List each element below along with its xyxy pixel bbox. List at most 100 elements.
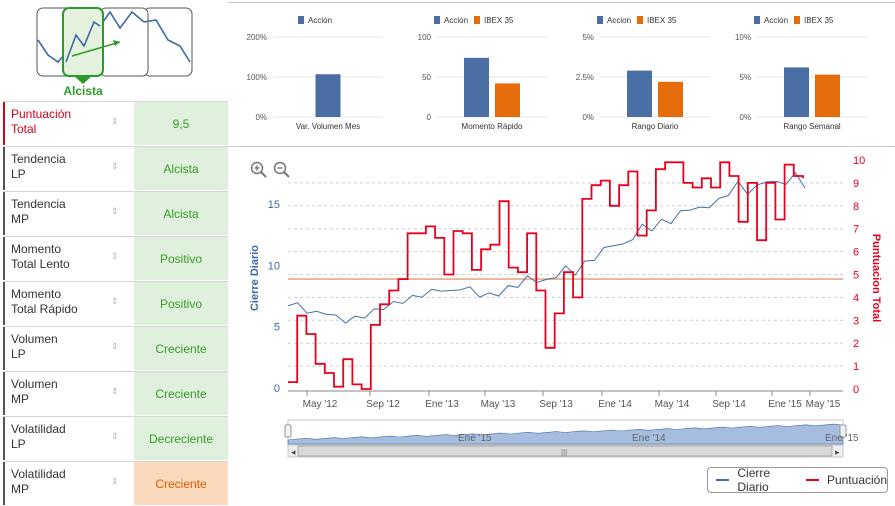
indicator-label-line1: Tendencia xyxy=(11,152,66,166)
cierre-diario-line[interactable] xyxy=(287,171,806,324)
legend-swatch xyxy=(434,16,440,24)
indicator-label-line1: Volumen xyxy=(11,332,58,346)
legend-label[interactable]: Accion xyxy=(308,16,332,25)
mini-ytick: 2.5% xyxy=(576,73,594,82)
mini-ytick: 50 xyxy=(422,73,431,82)
indicator-label-line1: Momento xyxy=(11,287,62,301)
indicator-label: Puntuación Total xyxy=(3,102,133,145)
bar[interactable] xyxy=(627,70,652,117)
zoom-out-icon[interactable] xyxy=(273,161,291,179)
left-axis-tick: 10 xyxy=(268,260,280,272)
legend-swatch xyxy=(474,16,480,24)
mini-chart-2: 100 50 0 Accion IBEX 35 Momento Rápido xyxy=(418,16,547,131)
indicator-label-line1: Volumen xyxy=(11,377,58,391)
mini-ytick: 0% xyxy=(582,113,594,122)
puntuacion-line[interactable] xyxy=(288,161,804,390)
bar[interactable] xyxy=(815,74,840,117)
x-axis-label: Ene '14 xyxy=(598,399,632,410)
right-axis-tick: 5 xyxy=(853,270,859,282)
bar[interactable] xyxy=(495,83,520,117)
x-axis-label: Ene '13 xyxy=(425,399,459,410)
legend-label[interactable]: IBEX 35 xyxy=(484,16,514,25)
scrollbar-grip: ||| xyxy=(561,448,567,457)
mini-ytick: 10% xyxy=(735,33,751,42)
trend-icon xyxy=(36,7,193,84)
mini-ytick: 5% xyxy=(582,33,594,42)
navigator-handle-left[interactable] xyxy=(284,424,292,438)
x-axis-label: May '13 xyxy=(481,399,516,410)
x-axis-label: Sep '13 xyxy=(539,399,573,410)
legend-cierre-swatch xyxy=(716,479,730,481)
legend-puntuacion[interactable]: Puntuación xyxy=(826,473,887,487)
scrollbar-thumb[interactable] xyxy=(297,445,833,457)
bar[interactable] xyxy=(315,74,341,117)
navigator-handle-right[interactable] xyxy=(839,424,847,438)
indicator-value: Decreciente xyxy=(134,417,228,460)
mini-chart-title: Var. Volumen Mes xyxy=(296,122,360,131)
left-axis-tick: 15 xyxy=(268,199,280,211)
trend-widget: Alcista xyxy=(0,0,228,101)
legend-label[interactable]: Accion xyxy=(764,16,788,25)
right-axis-tick: 9 xyxy=(853,178,859,190)
indicator-label-line2: MP xyxy=(11,212,29,226)
indicator-value: 9,5 xyxy=(134,102,228,145)
x-axis-label: May '14 xyxy=(655,399,690,410)
zoom-in-icon[interactable] xyxy=(250,161,268,179)
chart-legend: Cierre Diario Puntuación xyxy=(707,466,888,494)
mini-chart-4: 10% 5% 0% Accion IBEX 35 Rango Semanal xyxy=(735,16,867,131)
legend-swatch xyxy=(637,16,643,24)
mini-ytick: 5% xyxy=(739,73,751,82)
legend-cierre[interactable]: Cierre Diario xyxy=(737,466,771,494)
indicator-label: Momento Total Rápido xyxy=(3,282,133,325)
indicator-row: Volatilidad MP ⇕ Creciente xyxy=(3,461,228,505)
trend-label: Alcista xyxy=(63,84,103,98)
indicator-label: Momento Total Lento xyxy=(3,237,133,280)
legend-swatch xyxy=(794,16,800,24)
indicator-label-line1: Volatilidad xyxy=(11,422,66,436)
navigator-label: Ene '14 xyxy=(632,433,666,444)
indicator-label-line2: MP xyxy=(11,482,29,496)
sort-icon[interactable]: ⇕ xyxy=(111,431,119,441)
divider-top xyxy=(228,2,895,3)
sort-icon[interactable]: ⇕ xyxy=(111,296,119,306)
sort-icon[interactable]: ⇕ xyxy=(111,116,119,126)
mini-chart-3: 5% 2.5% 0% Accion IBEX 35 Rango Diario xyxy=(576,16,710,131)
sort-icon[interactable]: ⇕ xyxy=(111,476,119,486)
right-axis-title: Puntuacion Total xyxy=(870,234,882,322)
indicator-label-line2: LP xyxy=(11,437,26,451)
legend-label[interactable]: Accion xyxy=(607,16,631,25)
scroll-left-arrow[interactable]: ◂ xyxy=(291,447,296,457)
indicator-label-line1: Tendencia xyxy=(11,197,66,211)
legend-label[interactable]: IBEX 35 xyxy=(804,16,834,25)
scroll-right-arrow[interactable]: ▸ xyxy=(835,447,840,457)
indicator-label: Volatilidad LP xyxy=(3,417,133,460)
indicator-row: Volatilidad LP ⇕ Decreciente xyxy=(3,416,228,460)
sort-icon[interactable]: ⇕ xyxy=(111,251,119,261)
indicator-value: Creciente xyxy=(134,462,228,505)
indicator-label-line2: Total Rápido xyxy=(11,302,78,316)
bar[interactable] xyxy=(784,67,809,117)
sort-icon[interactable]: ⇕ xyxy=(111,386,119,396)
bar[interactable] xyxy=(658,81,683,117)
indicator-row: Momento Total Lento ⇕ Positivo xyxy=(3,236,228,280)
right-axis-tick: 0 xyxy=(853,384,859,396)
bar[interactable] xyxy=(464,57,489,117)
legend-label[interactable]: Accion xyxy=(444,16,468,25)
indicator-label: Volumen LP xyxy=(3,327,133,370)
sort-icon[interactable]: ⇕ xyxy=(111,161,119,171)
indicator-row: Tendencia MP ⇕ Alcista xyxy=(3,191,228,235)
x-axis-label: Sep '12 xyxy=(366,399,400,410)
sort-icon[interactable]: ⇕ xyxy=(111,341,119,351)
mini-ytick: 100 xyxy=(418,33,432,42)
indicator-value: Alcista xyxy=(134,192,228,235)
right-axis-tick: 2 xyxy=(853,338,859,350)
left-axis-title: Cierre Diario xyxy=(249,245,261,311)
navigator-label: Ene '15 xyxy=(825,433,859,444)
indicator-row: Volumen MP ⇕ Creciente xyxy=(3,371,228,415)
indicator-label: Tendencia MP xyxy=(3,192,133,235)
indicator-row: Puntuación Total ⇕ 9,5 xyxy=(3,101,228,145)
sort-icon[interactable]: ⇕ xyxy=(111,206,119,216)
right-axis-tick: 1 xyxy=(853,361,859,373)
legend-label[interactable]: IBEX 35 xyxy=(647,16,677,25)
x-axis-label: Sep '14 xyxy=(712,399,746,410)
